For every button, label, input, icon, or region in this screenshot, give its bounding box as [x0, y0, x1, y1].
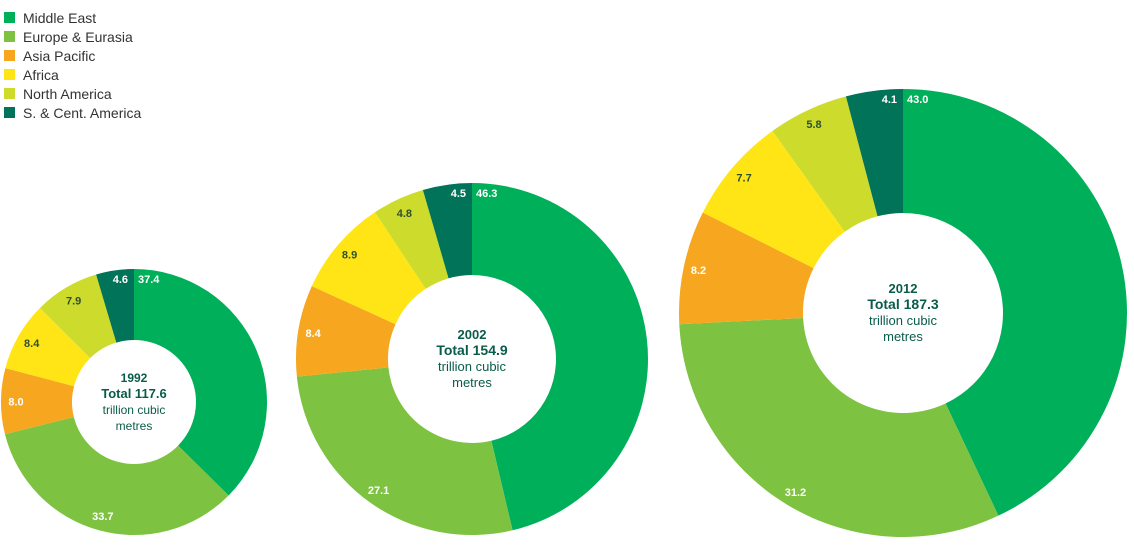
legend-swatch-africa — [4, 69, 15, 80]
center-unit-line1-1992: trillion cubic — [103, 403, 166, 417]
slice-2002-africa — [311, 212, 426, 325]
legend-item-north-america: North America — [4, 84, 141, 103]
slice-1992-asia-pacific — [0, 368, 75, 435]
legend-swatch-s-cent-america — [4, 107, 15, 118]
legend: Middle East Europe & Eurasia Asia Pacifi… — [4, 8, 141, 122]
value-label-1992-asia-pacific: 8.0 — [8, 396, 23, 408]
slice-2002-middle-east — [472, 183, 648, 531]
legend-swatch-middle-east — [4, 12, 15, 23]
center-year-1992: 1992 — [121, 371, 148, 385]
value-label-1992-north-america: 7.9 — [66, 296, 81, 308]
legend-item-s-cent-america: S. & Cent. America — [4, 103, 141, 122]
center-total-2012: Total 187.3 — [867, 296, 939, 312]
legend-swatch-asia-pacific — [4, 50, 15, 61]
slice-1992-africa — [5, 307, 91, 387]
slice-2002-s-cent-america — [422, 183, 472, 279]
value-label-2012-africa: 7.7 — [736, 172, 751, 184]
legend-label-africa: Africa — [23, 66, 59, 83]
slice-2002-asia-pacific — [296, 286, 396, 377]
legend-label-middle-east: Middle East — [23, 9, 97, 26]
center-year-2012: 2012 — [889, 281, 918, 296]
slice-2012-europe-eurasia — [679, 318, 999, 537]
value-label-2012-europe-eurasia: 31.2 — [785, 487, 806, 499]
slice-1992-middle-east — [134, 269, 268, 496]
legend-item-europe-eurasia: Europe & Eurasia — [4, 27, 141, 46]
slice-1992-north-america — [39, 274, 117, 359]
value-label-2002-europe-eurasia: 27.1 — [368, 485, 389, 497]
center-total-2002: Total 154.9 — [436, 342, 508, 358]
value-label-2012-middle-east: 43.0 — [907, 94, 928, 106]
center-unit-line2-2012: metres — [883, 329, 923, 344]
legend-label-europe-eurasia: Europe & Eurasia — [23, 28, 133, 45]
slice-2002-north-america — [374, 189, 449, 289]
slice-2012-africa — [702, 130, 845, 269]
legend-item-asia-pacific: Asia Pacific — [4, 46, 141, 65]
legend-label-s-cent-america: S. & Cent. America — [23, 104, 142, 121]
center-unit-line2-2002: metres — [452, 375, 492, 390]
center-total-1992: Total 117.6 — [101, 386, 167, 401]
center-year-2002: 2002 — [458, 327, 487, 342]
center-unit-line1-2012: trillion cubic — [869, 313, 937, 328]
slice-1992-s-cent-america — [96, 269, 134, 343]
legend-label-north-america: North America — [23, 85, 112, 102]
legend-swatch-north-america — [4, 88, 15, 99]
slice-2002-europe-eurasia — [296, 367, 513, 535]
value-label-2012-asia-pacific: 8.2 — [691, 265, 706, 277]
legend-label-asia-pacific: Asia Pacific — [23, 47, 96, 64]
value-label-1992-europe-eurasia: 33.7 — [92, 511, 113, 523]
value-label-2002-s-cent-america: 4.5 — [451, 188, 466, 200]
value-label-2002-north-america: 4.8 — [397, 208, 412, 220]
center-unit-line2-1992: metres — [116, 419, 153, 433]
center-unit-line1-2002: trillion cubic — [438, 359, 506, 374]
slice-2012-middle-east — [903, 89, 1127, 516]
value-label-1992-s-cent-america: 4.6 — [113, 274, 128, 286]
value-label-2002-asia-pacific: 8.4 — [305, 328, 321, 340]
legend-swatch-europe-eurasia — [4, 31, 15, 42]
slice-2012-s-cent-america — [845, 89, 903, 217]
value-label-2012-s-cent-america: 4.1 — [882, 94, 897, 106]
value-label-2002-middle-east: 46.3 — [476, 188, 497, 200]
legend-item-africa: Africa — [4, 65, 141, 84]
slice-2012-asia-pacific — [679, 212, 814, 325]
value-label-1992-middle-east: 37.4 — [138, 274, 160, 286]
value-label-2012-north-america: 5.8 — [806, 119, 821, 131]
value-label-1992-africa: 8.4 — [24, 338, 40, 350]
slice-2012-north-america — [772, 96, 878, 232]
slice-1992-europe-eurasia — [4, 417, 229, 535]
value-label-2002-africa: 8.9 — [342, 249, 357, 261]
legend-item-middle-east: Middle East — [4, 8, 141, 27]
